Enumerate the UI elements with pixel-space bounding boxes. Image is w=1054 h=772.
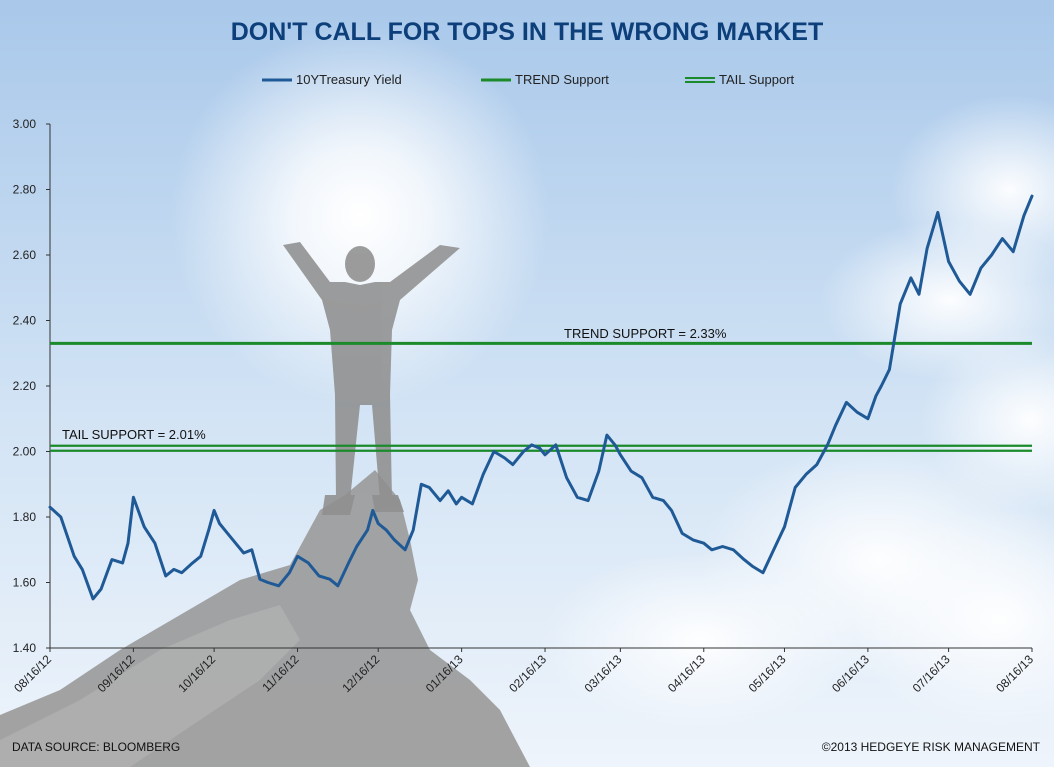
y-tick-label: 1.80 xyxy=(13,510,37,524)
chart-title: DON'T CALL FOR TOPS IN THE WRONG MARKET xyxy=(231,18,824,46)
legend-label-yield: 10YTreasury Yield xyxy=(296,72,402,87)
y-tick-label: 3.00 xyxy=(13,117,37,131)
y-tick-label: 2.60 xyxy=(13,248,37,262)
y-tick-label: 1.60 xyxy=(13,576,37,590)
legend: 10YTreasury Yield TREND Support TAIL Sup… xyxy=(262,72,795,87)
legend-label-tail: TAIL Support xyxy=(719,72,795,87)
figure-silhouette xyxy=(283,242,460,515)
y-tick-label: 2.20 xyxy=(13,379,37,393)
annotation-trend-support: TREND SUPPORT = 2.33% xyxy=(564,326,727,341)
legend-label-trend: TREND Support xyxy=(515,72,609,87)
mountain-shade xyxy=(0,605,300,767)
sun-glow xyxy=(170,25,550,405)
copyright: ©2013 HEDGEYE RISK MANAGEMENT xyxy=(822,740,1041,754)
data-source: DATA SOURCE: BLOOMBERG xyxy=(12,740,180,754)
clouds xyxy=(540,95,1054,730)
series-line-10y-yield xyxy=(48,194,1034,601)
y-tick-label: 2.40 xyxy=(13,314,37,328)
y-tick-label: 2.00 xyxy=(13,445,37,459)
y-tick-label: 1.40 xyxy=(13,641,37,655)
y-tick-label: 2.80 xyxy=(13,183,37,197)
annotation-tail-support: TAIL SUPPORT = 2.01% xyxy=(62,427,206,442)
